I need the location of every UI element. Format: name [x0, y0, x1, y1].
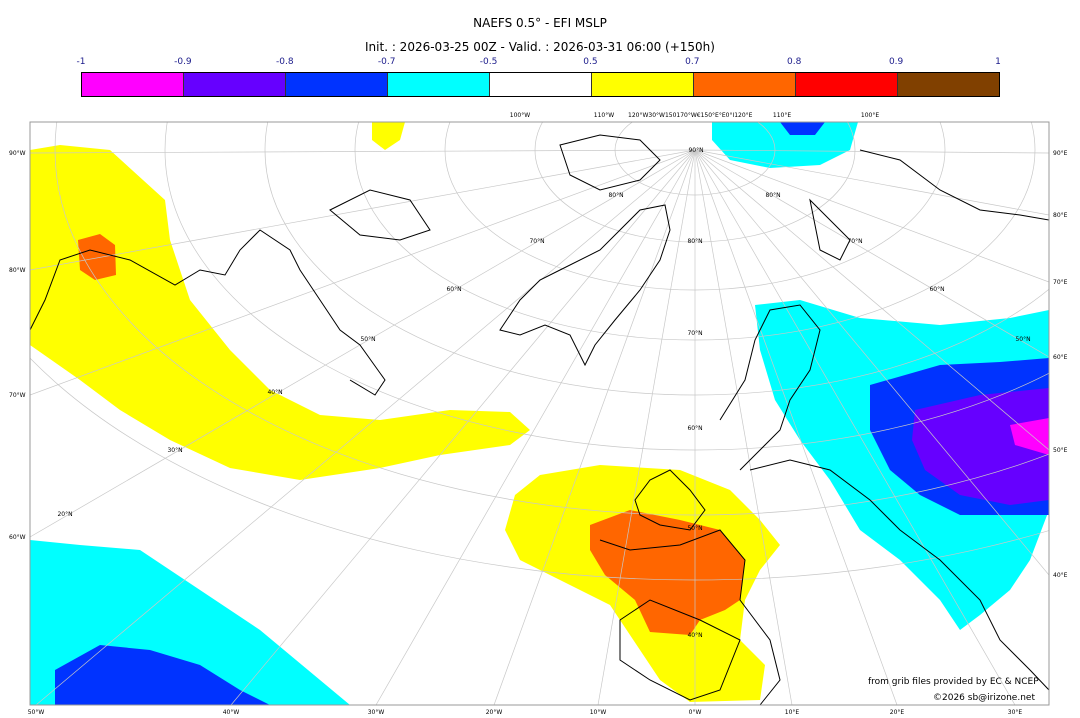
- colorbar-tick: -0.5: [479, 57, 498, 67]
- efi-blue-southwest: [55, 645, 270, 705]
- efi-blue-arctic: [780, 122, 825, 135]
- efi-magenta-east: [1010, 418, 1049, 455]
- colorbar-tick: 0.9: [888, 57, 904, 67]
- colorbar-tick: -0.7: [377, 57, 396, 67]
- lat-label: 80°N: [687, 238, 702, 245]
- lat-label: 80°N: [608, 192, 623, 199]
- colorbar-tick: -1: [76, 57, 86, 67]
- colorbar-tick: 0.7: [685, 57, 700, 67]
- bottom-lon-label: 0°W: [689, 709, 702, 716]
- lat-label: 30°N: [167, 447, 182, 454]
- top-lon-label: 100°W: [510, 112, 530, 119]
- right-lon-label: 80°E: [1053, 212, 1068, 219]
- map-labels: 90°W 80°W 70°W 60°W 90°E 80°E 70°E 60°E 50°E 40°E…: [9, 112, 1068, 716]
- left-lon-label: 70°W: [9, 392, 26, 399]
- lat-label: 90°N: [688, 147, 703, 154]
- left-lon-label: 80°W: [9, 267, 26, 274]
- coastlines: [30, 134, 1049, 705]
- lat-label: 20°N: [57, 511, 72, 518]
- bottom-lon-label: 30°W: [368, 709, 385, 716]
- top-lon-label: 110°W: [594, 112, 614, 119]
- source-credit: from grib files provided by EC & NCEP: [868, 677, 1039, 687]
- top-lon-label: 100°E: [861, 112, 879, 119]
- top-lon-label: 110°E: [773, 112, 791, 119]
- left-lon-label: 90°W: [9, 150, 26, 157]
- lat-label: 60°N: [929, 286, 944, 293]
- bottom-lon-label: 40°W: [223, 709, 240, 716]
- lat-label: 60°N: [687, 425, 702, 432]
- efi-orange-europe: [590, 510, 745, 635]
- lat-label: 70°N: [529, 238, 544, 245]
- colorbar-segment: [490, 73, 592, 96]
- top-lon-label: 120°W30°W150170°W€150°E°E0°I120°E: [628, 112, 753, 119]
- efi-cyan-arctic: [712, 122, 858, 168]
- efi-yellow-arctic: [372, 122, 405, 150]
- lat-label: 40°N: [687, 632, 702, 639]
- bottom-lon-label: 10°W: [590, 709, 607, 716]
- right-lon-label: 50°E: [1053, 447, 1068, 454]
- efi-purple-east: [912, 388, 1049, 505]
- efi-orange-alaska: [78, 234, 116, 280]
- colorbar-segment: [898, 73, 999, 96]
- bottom-lon-label: 50°W: [28, 709, 45, 716]
- colorbar-segment: [388, 73, 490, 96]
- colorbar-tick: -0.9: [174, 57, 192, 67]
- lat-label: 80°N: [765, 192, 780, 199]
- copyright-credit: ©2026 sb@irizone.net: [933, 693, 1035, 703]
- bottom-lon-label: 10°E: [785, 709, 800, 716]
- right-lon-label: 40°E: [1053, 572, 1068, 579]
- chart-title: NAEFS 0.5° - EFI MSLP: [473, 16, 607, 30]
- colorbar-tick: 1: [995, 57, 1001, 67]
- lat-label: 40°N: [267, 389, 282, 396]
- right-lon-label: 70°E: [1053, 279, 1068, 286]
- right-lon-label: 90°E: [1053, 150, 1068, 157]
- left-lon-label: 60°W: [9, 534, 26, 541]
- colorbar-tick: -0.8: [275, 57, 294, 67]
- lat-label: 70°N: [847, 238, 862, 245]
- bottom-lon-label: 20°E: [890, 709, 905, 716]
- bottom-lon-label: 20°W: [486, 709, 503, 716]
- colorbar-segment: [694, 73, 796, 96]
- lat-label: 50°N: [687, 525, 702, 532]
- colorbar-segment: [82, 73, 184, 96]
- efi-yellow-atlantic: [30, 145, 530, 480]
- colorbar-tick: 0.5: [583, 57, 598, 67]
- colorbar-segment: [592, 73, 694, 96]
- colorbar-segment: [286, 73, 388, 96]
- lat-label: 60°N: [446, 286, 461, 293]
- colorbar-tick: 0.8: [787, 57, 802, 67]
- lat-label: 50°N: [360, 336, 375, 343]
- bottom-lon-label: 30°E: [1008, 709, 1023, 716]
- chart-subtitle: Init. : 2026-03-25 00Z - Valid. : 2026-0…: [365, 40, 715, 54]
- right-lon-label: 60°E: [1053, 354, 1068, 361]
- colorbar-segment: [184, 73, 286, 96]
- map-frame: [29, 121, 1050, 706]
- colorbar-segment: [796, 73, 898, 96]
- colorbar: [81, 72, 1000, 97]
- lat-label: 70°N: [687, 330, 702, 337]
- lat-label: 50°N: [1015, 336, 1030, 343]
